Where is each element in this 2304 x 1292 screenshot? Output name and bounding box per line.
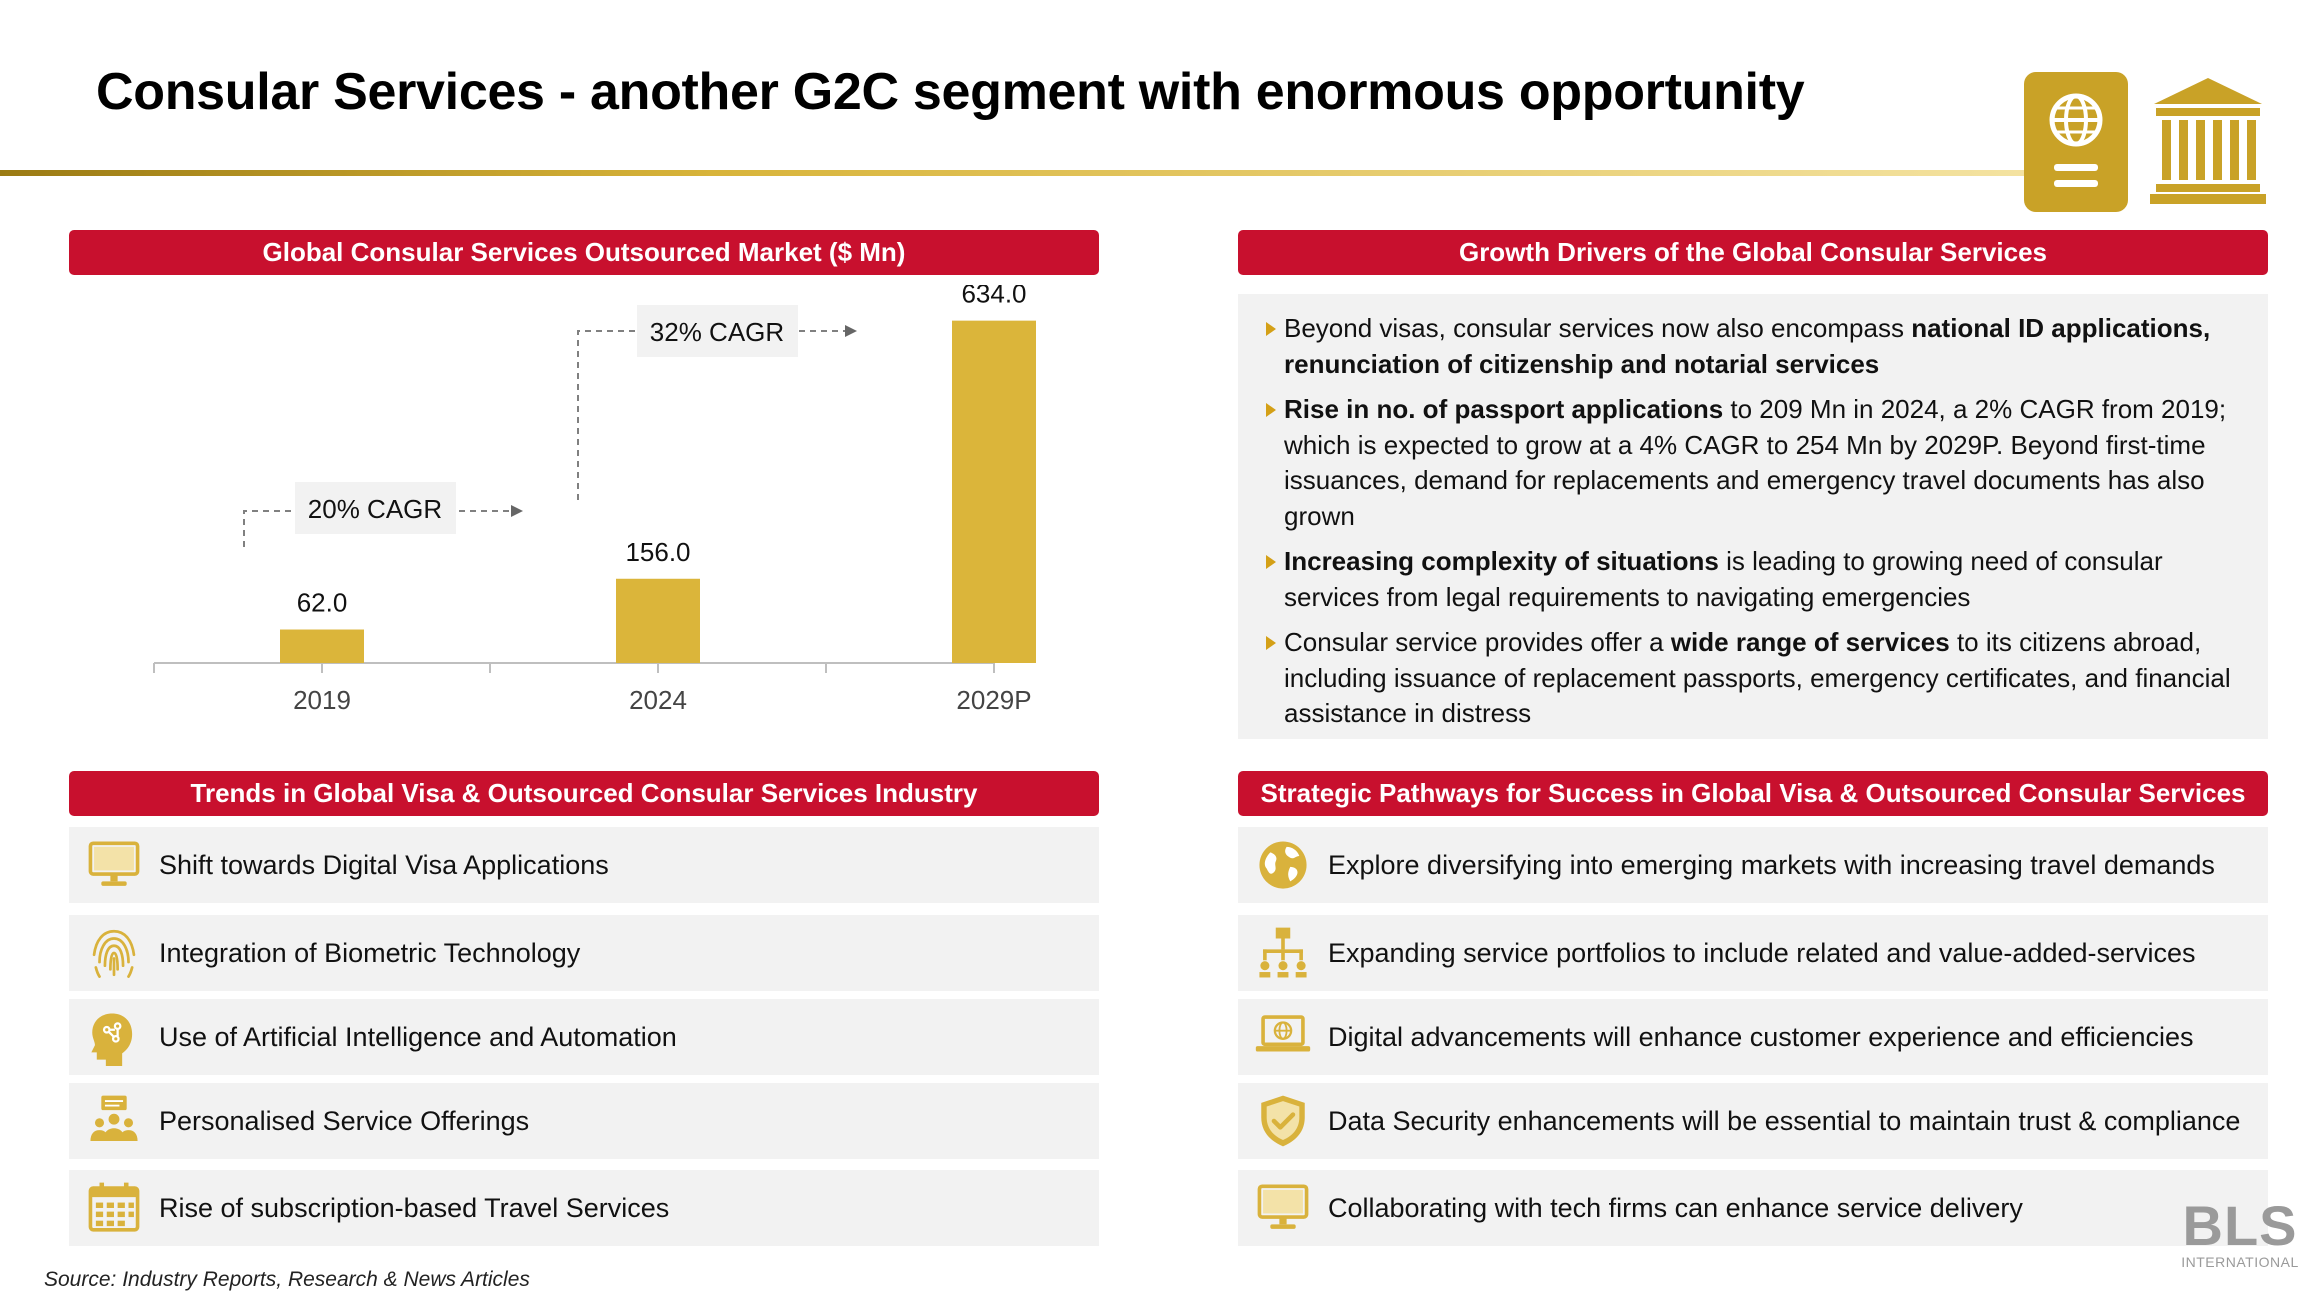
monitor-icon <box>1238 1170 1328 1246</box>
cagr-annotation-2024-2029P: 32% CAGR <box>577 305 857 500</box>
bls-logo: BLS INTERNATIONAL <box>2180 1194 2300 1271</box>
ai-head-icon <box>69 999 159 1075</box>
laptop-globe-icon <box>1238 999 1328 1075</box>
pathway-row-text: Data Security enhancements will be essen… <box>1328 1105 2241 1136</box>
page-title: Consular Services - another G2C segment … <box>96 63 1805 121</box>
passport-icon <box>2024 72 2128 212</box>
pathway-row: Explore diversifying into emerging marke… <box>1238 827 2268 903</box>
bullet-arrow-icon <box>1266 322 1276 336</box>
category-label-2024: 2024 <box>629 685 687 715</box>
pathway-row-text: Expanding service portfolios to include … <box>1328 937 2196 968</box>
brand-sub: INTERNATIONAL <box>2181 1254 2299 1270</box>
government-building-icon <box>2150 78 2266 204</box>
value-label-2029P: 634.0 <box>961 285 1026 309</box>
bar-2029P <box>952 320 1036 663</box>
pathway-row: Expanding service portfolios to include … <box>1238 915 2268 991</box>
pathway-row-text: Digital advancements will enhance custom… <box>1328 1021 2194 1052</box>
growth-drivers-panel: Beyond visas, consular services now also… <box>1238 294 2268 739</box>
trends-header: Trends in Global Visa & Outsourced Consu… <box>69 771 1099 816</box>
chart-section-header: Global Consular Services Outsourced Mark… <box>69 230 1099 275</box>
value-label-2024: 156.0 <box>625 537 690 567</box>
header-icons <box>2024 72 2266 212</box>
bullet-arrow-icon <box>1266 636 1276 650</box>
globe-icon <box>1238 827 1328 903</box>
driver-bullet: Increasing complexity of situations is l… <box>1266 544 2238 615</box>
calendar-icon <box>69 1170 159 1246</box>
cagr-annotation-2019-2024: 20% CAGR <box>243 482 523 547</box>
driver-bullet: Rise in no. of passport applications to … <box>1266 392 2238 534</box>
trend-row-text: Rise of subscription-based Travel Servic… <box>159 1192 670 1223</box>
pathway-row-text: Collaborating with tech firms can enhanc… <box>1328 1192 2023 1223</box>
pathway-row: Collaborating with tech firms can enhanc… <box>1238 1170 2268 1246</box>
pathway-row: Data Security enhancements will be essen… <box>1238 1083 2268 1159</box>
trend-row: Integration of Biometric Technology <box>69 915 1099 991</box>
pathway-row-text: Explore diversifying into emerging marke… <box>1328 849 2215 880</box>
driver-bullet-text: Rise in no. of passport applications to … <box>1284 394 2227 531</box>
cagr-label-2019-2024: 20% CAGR <box>308 494 442 524</box>
market-size-bar-chart: 62.0 156.0 634.0 2019 2024 2029P 20% CAGR 32… <box>153 285 1036 715</box>
bar-2019 <box>280 629 364 663</box>
bar-2024 <box>616 578 700 663</box>
driver-bullet-text: Increasing complexity of situations is l… <box>1284 546 2163 612</box>
cagr-label-2024-2029P: 32% CAGR <box>650 317 784 347</box>
trend-row: Personalised Service Offerings <box>69 1083 1099 1159</box>
org-chart-icon <box>1238 915 1328 991</box>
trend-row: Rise of subscription-based Travel Servic… <box>69 1170 1099 1246</box>
driver-bullet-text: Beyond visas, consular services now also… <box>1284 313 2211 379</box>
trend-row-text: Integration of Biometric Technology <box>159 937 581 968</box>
bullet-arrow-icon <box>1266 403 1276 417</box>
personalised-service-icon <box>69 1083 159 1159</box>
bullet-arrow-icon <box>1266 555 1276 569</box>
source-note: Source: Industry Reports, Research & New… <box>44 1268 530 1291</box>
pathway-row: Digital advancements will enhance custom… <box>1238 999 2268 1075</box>
value-label-2019: 62.0 <box>297 588 348 618</box>
brand-name: BLS <box>2182 1194 2298 1257</box>
driver-bullet-text: Consular service provides offer a wide r… <box>1284 627 2231 728</box>
trend-row: Shift towards Digital Visa Applications <box>69 827 1099 903</box>
shield-check-icon <box>1238 1083 1328 1159</box>
driver-bullet: Consular service provides offer a wide r… <box>1266 625 2238 732</box>
category-label-2019: 2019 <box>293 685 351 715</box>
monitor-icon <box>69 827 159 903</box>
pathways-header: Strategic Pathways for Success in Global… <box>1238 771 2268 816</box>
growth-drivers-header: Growth Drivers of the Global Consular Se… <box>1238 230 2268 275</box>
trend-row: Use of Artificial Intelligence and Autom… <box>69 999 1099 1075</box>
title-divider <box>0 170 2040 176</box>
category-label-2029P: 2029P <box>956 685 1031 715</box>
trend-row-text: Personalised Service Offerings <box>159 1105 530 1136</box>
trend-row-text: Shift towards Digital Visa Applications <box>159 849 609 880</box>
trend-row-text: Use of Artificial Intelligence and Autom… <box>159 1021 677 1052</box>
driver-bullet: Beyond visas, consular services now also… <box>1266 311 2238 382</box>
fingerprint-icon <box>69 915 159 991</box>
